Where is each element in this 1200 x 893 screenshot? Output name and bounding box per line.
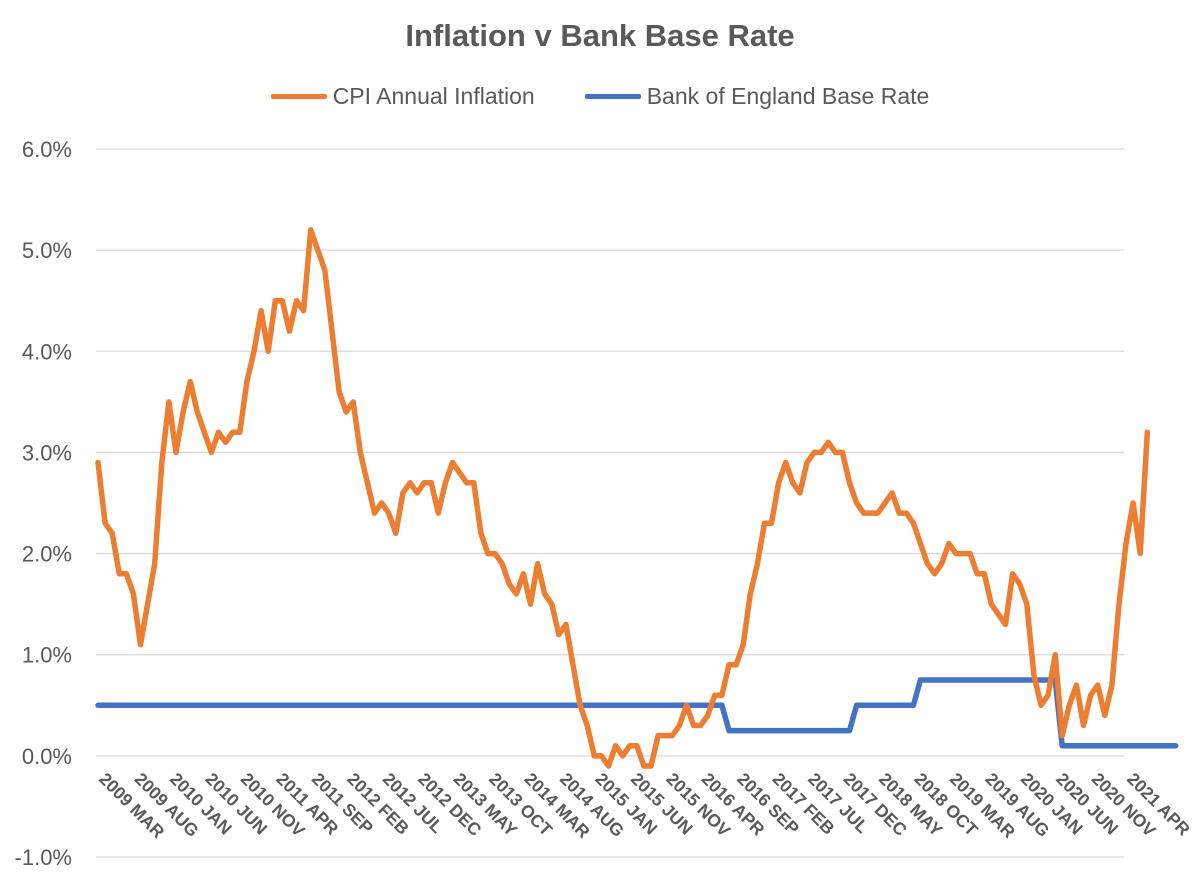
y-tick-label: 4.0% [22,339,72,364]
legend-swatch-cpi [270,94,327,99]
legend: CPI Annual Inflation Bank of England Bas… [0,83,1200,110]
y-tick-label: 2.0% [22,542,72,567]
y-tick-label: 1.0% [22,643,72,668]
y-tick-label: 0.0% [22,744,72,769]
base-rate-series-line [95,677,1179,749]
legend-label-base-rate: Bank of England Base Rate [646,83,930,109]
y-tick-label: 3.0% [22,440,72,465]
legend-item-base-rate[interactable]: Bank of England Base Rate [584,83,930,110]
chart-title: Inflation v Bank Base Rate [405,18,795,53]
y-tick-label: 6.0% [22,137,72,162]
legend-swatch-base-rate [584,94,641,99]
legend-label-cpi: CPI Annual Inflation [332,83,535,109]
y-tick-label: 5.0% [22,238,72,263]
legend-item-cpi[interactable]: CPI Annual Inflation [270,83,535,110]
cpi-series-line [95,227,1151,769]
y-tick-label: -1.0% [15,845,72,870]
